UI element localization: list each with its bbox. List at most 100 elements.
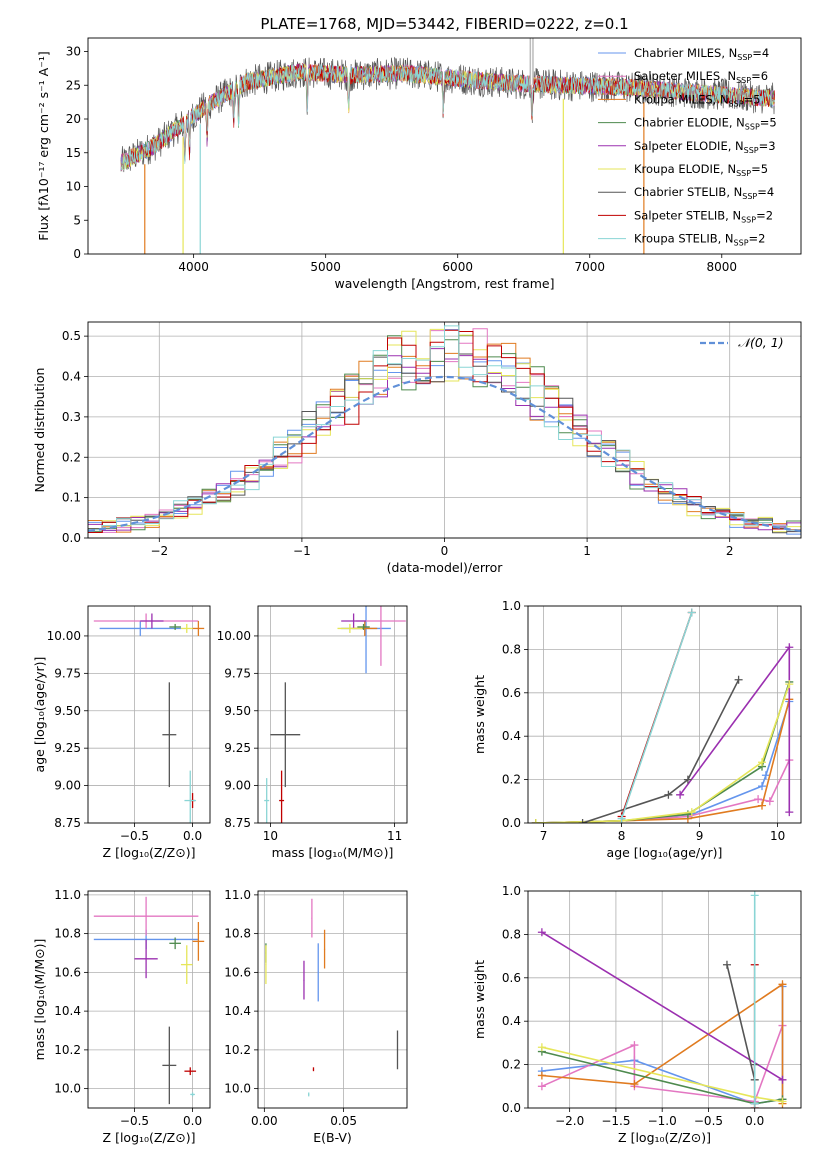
- y-tick-label: 10.8: [224, 927, 251, 941]
- y-tick-label: 10.2: [54, 1043, 81, 1057]
- weight-marker: [750, 891, 759, 900]
- chart-title: PLATE=1768, MJD=53442, FIBERID=0222, z=0…: [260, 15, 628, 33]
- axes-frame: [87, 890, 211, 1109]
- axes-frame: [257, 890, 408, 1109]
- y-tick-label: 30: [66, 45, 81, 59]
- legend-entry-name: Salpeter MILES, N: [634, 69, 736, 83]
- legend-entry-tail: =5: [760, 116, 777, 130]
- weight-marker: [630, 1041, 639, 1050]
- data-point: [380, 620, 382, 622]
- data-point: [362, 626, 365, 628]
- weight-series-line-0: [535, 701, 791, 823]
- legend-entry: Chabrier STELIB, NSSP=4: [634, 185, 774, 201]
- y-axis-label: Flux [fλ10⁻¹⁷ erg cm⁻² s⁻¹ A⁻¹]: [36, 51, 51, 240]
- y-tick-label: 1.0: [502, 884, 521, 898]
- legend-entry-sub: SSP: [745, 123, 760, 132]
- data-point: [186, 627, 188, 630]
- weight-marker: [687, 608, 696, 617]
- data-point: [311, 917, 313, 919]
- x-axis-label: wavelength [Angstrom, rest frame]: [334, 276, 554, 291]
- legend-entry-sub: SSP: [736, 169, 751, 178]
- data-point: [168, 1064, 170, 1066]
- weight-marker: [778, 980, 787, 989]
- mass_vs_z-panel: −0.5 0.0 10.0 10.2 10.4 10.6 10.8 11.0 Z [log₁₀(…: [32, 888, 211, 1145]
- data-point: [284, 734, 286, 736]
- legend-entry-tail: =4: [752, 46, 769, 60]
- legend-entry: Chabrier ELODIE, NSSP=5: [634, 116, 777, 132]
- y-tick-label: 0.2: [502, 1058, 521, 1072]
- y-tick-label: 10.00: [47, 629, 81, 643]
- legend-entry-name: Salpeter ELODIE, N: [634, 139, 744, 153]
- x-tick-label: 5000: [310, 260, 341, 274]
- weight-marker: [734, 675, 743, 684]
- weight-marker: [537, 928, 546, 937]
- y-tick-label: 0.5: [62, 329, 81, 343]
- y-tick-label: 9.25: [224, 741, 251, 755]
- weight-marker: [758, 758, 766, 767]
- weight-marker: [531, 819, 540, 823]
- legend-entry-tail: =5: [751, 162, 768, 176]
- y-axis-label: Normed distribution: [32, 368, 47, 493]
- age_vs_z-panel: −0.5 0.0 8.75 9.00 9.25 9.50 9.75 10.00 Z [log₁₀…: [32, 605, 211, 860]
- data-point: [308, 1093, 310, 1096]
- y-tick-label: 10.4: [54, 1004, 81, 1018]
- weight-marker: [765, 797, 774, 806]
- legend-entry: Kroupa STELIB, NSSP=2: [634, 232, 765, 248]
- weight-marker: [778, 1075, 787, 1084]
- spectrum-line-8: [120, 63, 775, 171]
- data-point: [312, 1068, 315, 1070]
- legend-entry-tail: =5: [744, 92, 761, 106]
- x-tick-label: 0: [441, 544, 449, 558]
- weight-marker: [630, 1080, 639, 1089]
- data-point: [197, 627, 199, 630]
- x-tick-label: 9: [696, 829, 704, 843]
- data-point: [396, 1049, 399, 1051]
- data-point: [151, 620, 153, 622]
- axes-frame: [257, 605, 408, 824]
- y-tick-label: 9.00: [54, 779, 81, 793]
- weight-marker: [537, 1082, 546, 1091]
- y-tick-label: 0.6: [502, 686, 521, 700]
- y-tick-label: 10.0: [224, 1082, 251, 1096]
- legend-entry-tail: =6: [751, 69, 768, 83]
- legend-entry-tail: =3: [759, 139, 776, 153]
- legend-entry: Kroupa MILES, NSSP=5: [634, 92, 760, 108]
- y-tick-label: 0.4: [502, 1014, 521, 1028]
- legend-entry-name: Salpeter STELIB, N: [634, 208, 741, 222]
- weight-series-line-3: [535, 681, 791, 823]
- y-tick-label: 0.0: [502, 816, 521, 830]
- data-point: [349, 627, 351, 630]
- legend-entry-sub: SSP: [734, 239, 749, 248]
- x-tick-label: −0.5: [120, 829, 149, 843]
- weight-series-line-6: [726, 964, 756, 1080]
- x-tick-label: 8: [618, 829, 626, 843]
- x-tick-label: 1: [583, 544, 591, 558]
- x-tick-label: −2.0: [555, 1114, 584, 1128]
- y-tick-label: 9.50: [54, 704, 81, 718]
- y-tick-label: 0.2: [62, 450, 81, 464]
- legend-entry-sub: SSP: [737, 53, 752, 62]
- histogram-step-8: [88, 325, 801, 531]
- x-tick-label: −1.0: [648, 1114, 677, 1128]
- y-tick-label: 0: [73, 247, 81, 261]
- x-tick-label: 0.00: [251, 1114, 278, 1128]
- y-tick-label: 0.3: [62, 410, 81, 424]
- x-axis-label: mass [log₁₀(M/M⊙)]: [272, 845, 394, 860]
- y-tick-label: 5: [73, 213, 81, 227]
- x-tick-label: 7: [540, 829, 548, 843]
- age_vs_mass-panel: 10 11 8.75 9.00 9.25 9.50 9.75 10.00 mass [log₁₀…: [217, 605, 408, 860]
- weight-series-line-5: [535, 683, 791, 823]
- data-point: [139, 627, 141, 630]
- x-tick-label: 0.0: [183, 1114, 202, 1128]
- data-point: [168, 734, 170, 736]
- y-tick-label: 8.75: [54, 816, 81, 830]
- x-tick-label: 6000: [442, 260, 473, 274]
- legend-entry-name: Kroupa ELODIE, N: [634, 162, 736, 176]
- x-axis-label: E(B-V): [313, 1130, 352, 1145]
- legend-entry-name: Kroupa MILES, N: [634, 92, 729, 106]
- data-point: [145, 915, 147, 917]
- weight-marker: [676, 790, 685, 799]
- legend-entry: Kroupa ELODIE, NSSP=5: [634, 162, 768, 178]
